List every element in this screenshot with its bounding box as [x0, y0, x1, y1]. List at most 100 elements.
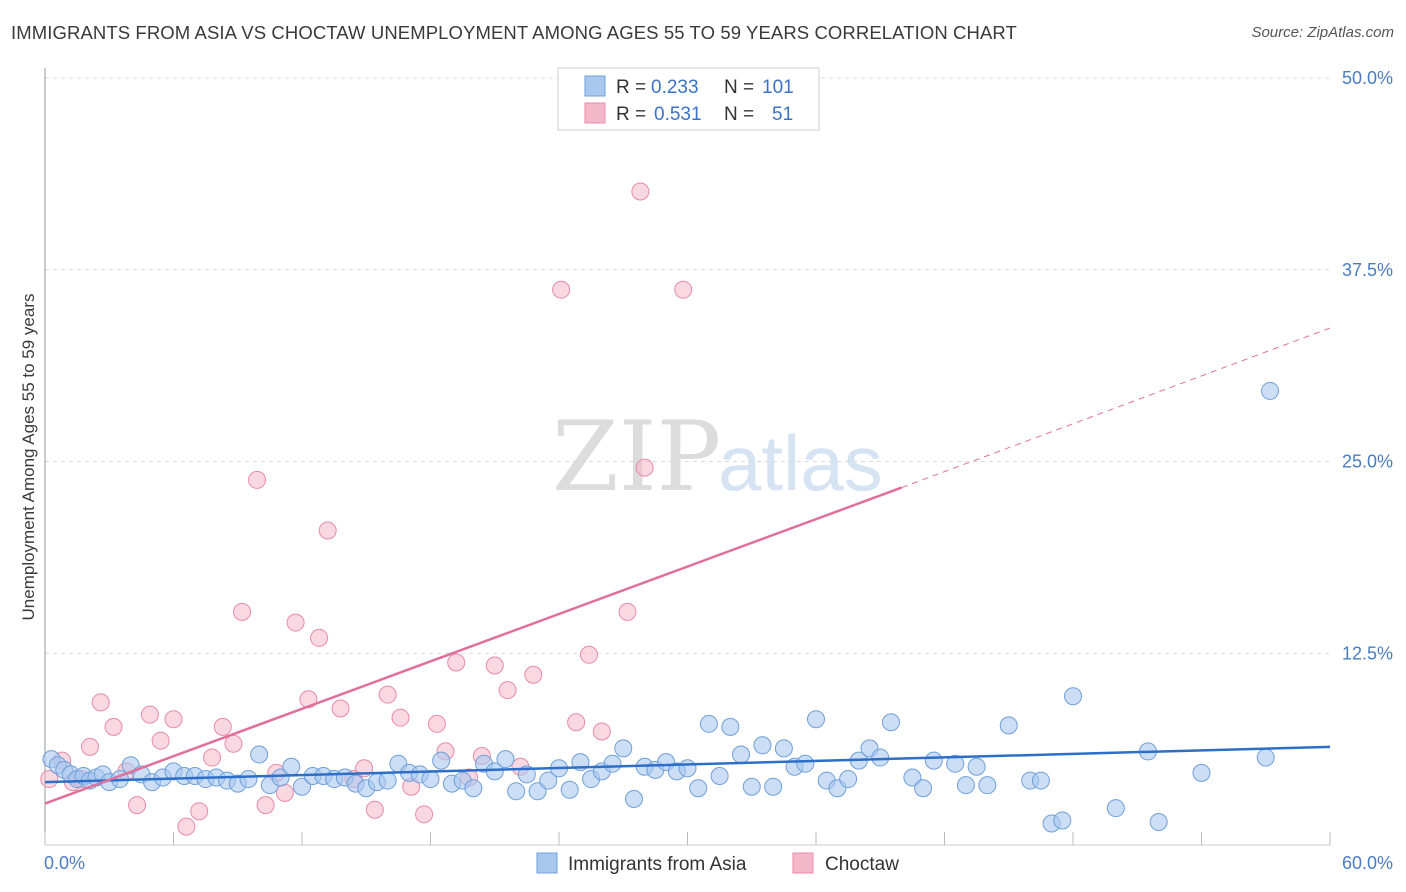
choctaw-point — [224, 734, 243, 753]
asia-point — [956, 776, 975, 795]
legend-swatch-choctaw — [584, 102, 606, 124]
legend-swatch-asia — [584, 75, 606, 97]
asia-point — [978, 776, 997, 795]
asia-point — [903, 768, 922, 787]
choctaw-point — [91, 693, 110, 712]
asia-point — [1053, 811, 1072, 830]
asia-point — [924, 751, 943, 770]
legend-r-label-1: R = — [616, 77, 646, 98]
choctaw-point — [275, 783, 294, 802]
watermark-zip: ZIP — [552, 401, 721, 513]
asia-point — [421, 770, 440, 789]
asia-point — [560, 780, 579, 799]
asia-point — [807, 710, 825, 729]
asia-point — [1149, 812, 1168, 831]
bottom-legend-swatch-choctaw — [792, 852, 814, 874]
choctaw-point — [104, 717, 123, 736]
y-tick-label: 50.0% — [1342, 68, 1393, 88]
asia-point — [699, 714, 718, 733]
legend-n-label-2: N = — [724, 104, 754, 125]
choctaw-trend-line — [44, 486, 903, 805]
choctaw-point — [552, 280, 571, 299]
legend-r-value-2: 0.531 — [654, 104, 702, 125]
asia-point — [282, 757, 301, 776]
choctaw-point — [378, 685, 397, 704]
choctaw-point — [213, 717, 232, 736]
asia-point — [881, 713, 900, 732]
choctaw-point — [631, 182, 650, 201]
correlation-legend: R = 0.233 N = 101 R = 0.531 N = 51 — [557, 67, 820, 131]
asia-point — [1256, 748, 1275, 767]
asia-point — [1031, 771, 1050, 790]
asia-point — [507, 782, 526, 801]
asia-trend-line — [44, 745, 1331, 784]
asia-point — [614, 739, 633, 758]
asia-point — [1064, 687, 1082, 706]
asia-point — [753, 736, 772, 755]
choctaw-point — [286, 613, 305, 632]
legend-n-value-2: 51 — [772, 104, 793, 125]
asia-point — [967, 757, 986, 776]
choctaw-point — [140, 705, 159, 724]
y-tick-label: 25.0% — [1342, 452, 1393, 472]
asia-point — [1192, 763, 1211, 782]
asia-point — [1106, 799, 1125, 818]
choctaw-point — [579, 645, 598, 664]
choctaw-point — [177, 817, 196, 836]
asia-point — [678, 759, 697, 778]
choctaw-point — [331, 699, 350, 718]
asia-point — [528, 782, 547, 801]
asia-point — [914, 779, 933, 798]
chart-title: IMMIGRANTS FROM ASIA VS CHOCTAW UNEMPLOY… — [11, 22, 1017, 43]
asia-point — [432, 751, 451, 770]
asia-point — [603, 754, 622, 773]
asia-point — [689, 779, 708, 798]
source-label: Source: ZipAtlas.com — [1251, 24, 1394, 41]
choctaw-point — [485, 656, 504, 675]
choctaw-point — [151, 731, 170, 750]
x-tick-min: 0.0% — [44, 853, 85, 873]
asia-point — [539, 771, 558, 790]
choctaw-point — [618, 602, 637, 621]
choctaw-point — [415, 805, 434, 824]
asia-point — [742, 777, 761, 796]
y-tick-label: 37.5% — [1342, 260, 1393, 280]
y-tick-labels: 12.5% 25.0% 37.5% 50.0% — [1342, 68, 1393, 663]
choctaw-point — [203, 748, 222, 767]
bottom-legend-label-asia: Immigrants from Asia — [568, 854, 747, 875]
choctaw-point — [365, 800, 384, 819]
choctaw-trend-extension — [901, 327, 1331, 489]
choctaw-point — [190, 802, 209, 821]
asia-point — [1261, 381, 1280, 400]
asia-points — [42, 381, 1280, 833]
asia-point — [624, 789, 643, 808]
choctaw-point — [567, 713, 586, 732]
asia-point — [485, 762, 504, 781]
asia-point — [710, 766, 729, 785]
choctaw-point — [427, 714, 446, 733]
x-tick-max: 60.0% — [1342, 853, 1393, 873]
asia-point — [796, 754, 815, 773]
watermark-atlas: atlas — [718, 419, 883, 507]
asia-point — [839, 770, 858, 789]
choctaw-point — [80, 737, 99, 756]
choctaw-point — [391, 708, 410, 727]
asia-point — [721, 717, 740, 736]
choctaw-point — [592, 722, 611, 741]
asia-point — [871, 748, 890, 767]
choctaw-point — [635, 458, 654, 477]
asia-point — [271, 768, 290, 787]
asia-point — [239, 770, 258, 789]
choctaw-point — [310, 628, 329, 647]
x-ticks — [44, 832, 1331, 845]
choctaw-point — [498, 681, 517, 700]
y-tick-label: 12.5% — [1342, 643, 1393, 663]
bottom-legend-label-choctaw: Choctaw — [825, 854, 899, 875]
asia-point — [378, 771, 397, 790]
asia-point — [464, 779, 483, 798]
choctaw-point — [248, 470, 267, 489]
asia-point — [999, 716, 1018, 735]
choctaw-point — [233, 602, 252, 621]
choctaw-point — [318, 521, 337, 540]
